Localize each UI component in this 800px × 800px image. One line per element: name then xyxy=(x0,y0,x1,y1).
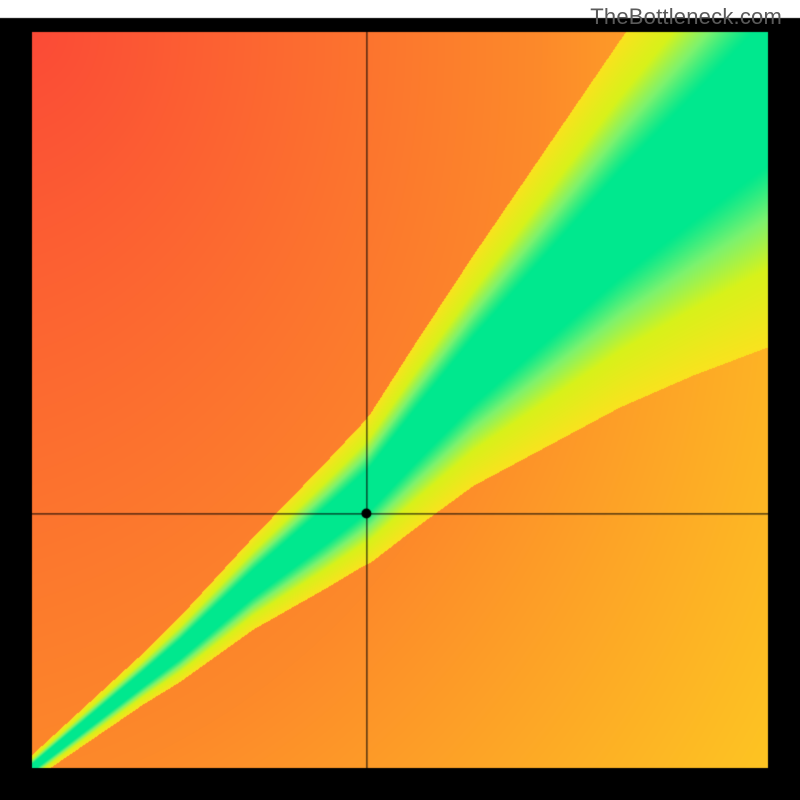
bottleneck-heatmap xyxy=(0,0,800,800)
watermark-text: TheBottleneck.com xyxy=(590,4,782,30)
chart-container: TheBottleneck.com xyxy=(0,0,800,800)
